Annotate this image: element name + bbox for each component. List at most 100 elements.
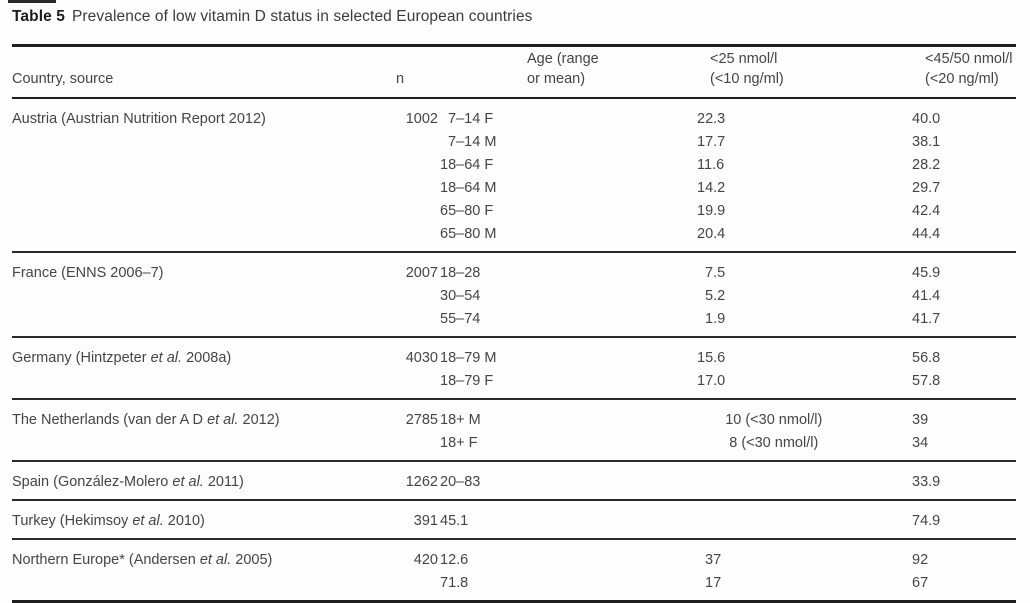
col-header-n: n [385,45,440,99]
age-cell: 18–64 M [440,180,497,196]
col-header-age: Age (range or mean) [440,45,697,99]
lt25-cell: 11.6 [697,157,725,173]
lt25-cell: 19.9 [697,203,726,219]
table-row: 55–74 1.9 41.7 [12,308,1016,337]
n-cell [385,154,440,177]
country-cell: Germany (Hintzpeter et al. 2008a) [12,337,385,370]
table-number: Table 5 [12,8,65,25]
lt25-cell: 22.3 [697,111,726,127]
n-cell: 4030 [405,350,438,366]
country-cell [12,154,385,177]
country-etal: et al. [172,474,204,490]
lt25-cell: 14.2 [697,180,726,196]
table-row: 65–80 F 19.9 42.4 [12,200,1016,223]
country-group: Northern Europe* (Andersen et al. 2005) 4… [12,539,1016,602]
n-cell: 1002 [405,111,438,127]
table-row: 65–80 M 20.4 44.4 [12,223,1016,252]
table-row: Austria (Austrian Nutrition Report 2012)… [12,98,1016,131]
lt25-cell: 8 (<30 nmol/l) [697,435,819,451]
n-cell: 1262 [405,474,438,490]
table-row: 18–64 M 14.2 29.7 [12,177,1016,200]
col-header-lt4550-line2: (<20 ng/ml) [925,71,999,87]
country-cell: Turkey (Hekimsoy et al. 2010) [12,500,385,539]
lt4550-cell: 45.9 [912,265,941,281]
lt25-cell: 17.7 [697,134,726,150]
country-cell [12,223,385,252]
country-text: Germany (Hintzpeter [12,350,151,366]
lt25-cell: 10 (<30 nmol/l) [697,412,823,428]
n-cell [385,308,440,337]
lt4550-cell: 57.8 [912,373,941,389]
country-text: Turkey (Hekimsoy [12,513,133,529]
vitamin-d-prevalence-table: Country, source n Age (range or mean) <25… [12,44,1016,603]
country-group: Spain (González-Molero et al. 2011) 1262 2… [12,461,1016,500]
table-row: The Netherlands (van der A D et al. 2012… [12,399,1016,432]
country-group: Germany (Hintzpeter et al. 2008a) 4030 18–… [12,337,1016,399]
n-cell: 2785 [405,412,438,428]
lt4550-cell: 74.9 [912,513,941,529]
age-cell: 18–79 F [440,373,494,389]
lt4550-cell: 33.9 [912,474,941,490]
table-row: 18+ F 8 (<30 nmol/l) 34 [12,432,1016,461]
country-cell [12,370,385,399]
table-caption: Table 5 Prevalence of low vitamin D statu… [12,8,533,26]
lt25-cell [697,461,912,500]
n-cell [385,285,440,308]
lt4550-cell: 41.7 [912,311,941,327]
n-cell: 420 [413,552,438,568]
table-row: 30–54 5.2 41.4 [12,285,1016,308]
country-text: Northern Europe* (Andersen [12,552,200,568]
lt4550-cell: 29.7 [912,180,941,196]
table-row: 18–64 F 11.6 28.2 [12,154,1016,177]
country-cell: France (ENNS 2006–7) [12,252,385,285]
n-cell [385,131,440,154]
country-cell [12,308,385,337]
country-text: Spain (González-Molero [12,474,173,490]
lt25-cell: 17 [697,575,722,591]
age-cell: 20–83 [440,474,481,490]
lt4550-cell: 39 [912,412,929,428]
lt25-cell: 15.6 [697,350,726,366]
table-row: 18–79 F 17.0 57.8 [12,370,1016,399]
age-cell: 7–14 M [440,134,497,150]
table-row: 71.8 17 67 [12,572,1016,602]
age-cell: 71.8 [440,575,469,591]
col-header-lt4550nmol: <45/50 nmol/l (<20 ng/ml) [912,45,1016,99]
age-cell: 30–54 [440,288,481,304]
country-cell [12,285,385,308]
n-cell [385,177,440,200]
country-year: 2008a) [182,350,232,366]
country-cell [12,131,385,154]
country-cell: Spain (González-Molero et al. 2011) [12,461,385,500]
age-cell: 45.1 [440,513,469,529]
col-header-country-source: Country, source [12,45,385,99]
lt4550-cell: 67 [912,575,929,591]
lt4550-cell: 92 [912,552,929,568]
country-text: Austria (Austrian Nutrition Report 2012) [12,111,266,127]
col-header-lt25-line1: <25 nmol/l [710,51,778,67]
n-cell [385,200,440,223]
table-row: Germany (Hintzpeter et al. 2008a) 4030 18–… [12,337,1016,370]
country-cell [12,177,385,200]
country-year: 2011) [203,474,244,490]
age-cell: 12.6 [440,552,469,568]
country-cell: The Netherlands (van der A D et al. 2012… [12,399,385,432]
lt4550-cell: 56.8 [912,350,941,366]
lt4550-cell: 41.4 [912,288,941,304]
age-cell: 55–74 [440,311,481,327]
scan-artifact [8,0,56,3]
country-text: The Netherlands (van der A D [12,412,208,428]
age-cell: 18+ F [440,435,478,451]
lt4550-cell: 42.4 [912,203,941,219]
n-cell [385,223,440,252]
col-header-country-label: Country, source [12,71,114,87]
age-cell: 65–80 F [440,203,494,219]
table-row: Spain (González-Molero et al. 2011) 1262 2… [12,461,1016,500]
lt4550-cell: 38.1 [912,134,941,150]
country-year: 2010) [163,513,205,529]
table-row: Turkey (Hekimsoy et al. 2010) 391 45.1 74.9 [12,500,1016,539]
age-cell: 18+ M [440,412,481,428]
country-etal: et al. [132,513,164,529]
country-group: Turkey (Hekimsoy et al. 2010) 391 45.1 74.9 [12,500,1016,539]
